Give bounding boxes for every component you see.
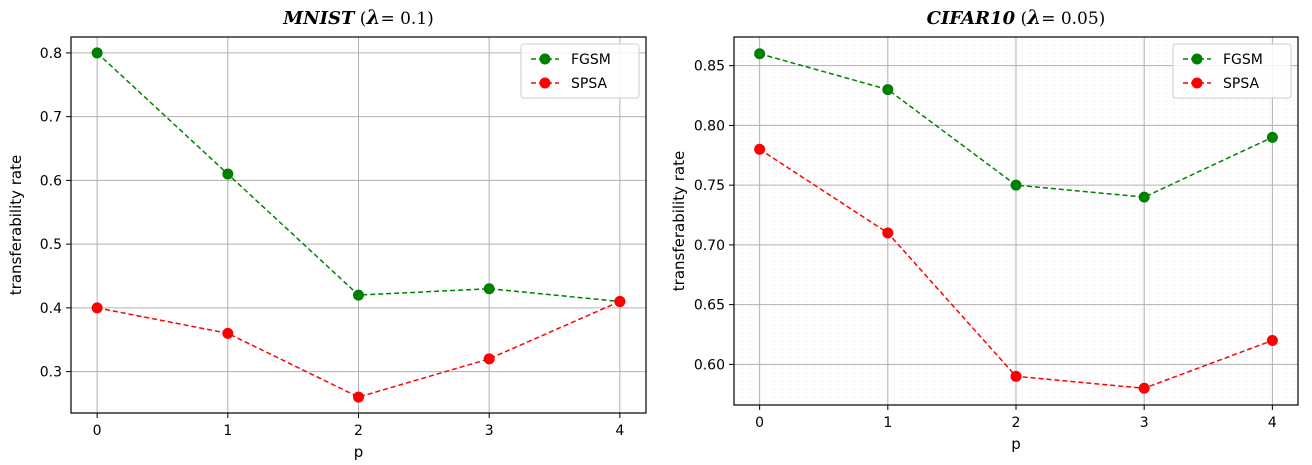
y-axis-label: transferability rate (7, 155, 25, 295)
legend-marker (1191, 77, 1203, 89)
legend: FGSM SPSA (520, 43, 640, 99)
x-tick-label: 4 (1268, 415, 1277, 431)
data-point-spsa (1010, 370, 1022, 382)
y-tick-label: 0.6 (40, 173, 62, 189)
legend-label-spsa: SPSA (571, 76, 607, 92)
x-tick-label: 2 (1012, 415, 1021, 431)
data-point-fgsm (483, 283, 495, 295)
legend-marker (1191, 53, 1203, 65)
y-tick-label: 0.8 (40, 46, 62, 62)
x-axis-label: p (1011, 435, 1021, 453)
y-tick-label: 0.3 (40, 365, 62, 381)
y-tick-label: 0.70 (694, 238, 725, 254)
y-axis-label: transferability rate (670, 151, 688, 291)
legend-label-spsa: SPSA (1223, 76, 1259, 92)
legend-label-fgsm: FGSM (571, 52, 611, 68)
chart-title: MNIST (λ= 0.1) (282, 5, 434, 29)
chart-panel-1: 0 1 2 3 4 0.60 0.65 0.70 0.75 0.80 0.85 p transferab… (670, 5, 1299, 453)
data-point-fgsm (91, 47, 103, 59)
chart-title-name: MNIST (282, 8, 356, 29)
legend-marker (539, 77, 551, 89)
data-point-spsa (882, 227, 894, 239)
x-tick-label: 0 (755, 415, 764, 431)
chart-title-rest: = 0.05) (1041, 9, 1105, 29)
chart-title-name: CIFAR10 (927, 8, 1016, 29)
data-point-fgsm (1266, 131, 1278, 143)
chart-title-lambda: λ (365, 5, 380, 29)
legend-box (1172, 43, 1292, 99)
y-tick-label: 0.80 (694, 118, 725, 134)
series-line-spsa (96, 300, 621, 398)
data-point-spsa (754, 143, 766, 155)
y-tick-label: 0.75 (694, 178, 725, 194)
data-point-spsa (483, 353, 495, 365)
data-point-spsa (91, 302, 103, 314)
legend-box (520, 43, 640, 99)
y-tick-label: 0.60 (694, 357, 725, 373)
legend: FGSM SPSA (1172, 43, 1292, 99)
data-point-spsa (1266, 334, 1278, 346)
x-axis-label: p (354, 443, 364, 461)
y-tick-label: 0.65 (694, 298, 725, 314)
data-point-spsa (222, 327, 234, 339)
data-point-fgsm (1138, 191, 1150, 203)
y-tick-label: 0.7 (40, 110, 62, 126)
legend-marker (539, 53, 551, 65)
chart-title-lambda: λ (1026, 5, 1041, 29)
x-tick-label: 3 (1140, 415, 1149, 431)
chart-panel-0: 0 1 2 3 4 0.3 0.4 0.5 0.6 0.7 0.8 p transferability … (7, 5, 647, 461)
legend-label-fgsm: FGSM (1223, 52, 1263, 68)
data-point-fgsm (353, 289, 364, 301)
chart-title-open: ( (1015, 9, 1027, 29)
series-spsa (91, 295, 626, 403)
data-point-fgsm (882, 84, 894, 96)
data-point-spsa (614, 295, 626, 307)
x-tick-label: 4 (615, 423, 624, 439)
x-tick-label: 1 (223, 423, 232, 439)
y-tick-label: 0.85 (694, 59, 725, 75)
series-fgsm (91, 47, 626, 307)
x-tick-label: 3 (485, 423, 494, 439)
y-tick-label: 0.5 (40, 237, 62, 253)
data-point-fgsm (754, 48, 766, 60)
series-spsa (754, 143, 1278, 394)
data-point-fgsm (1010, 179, 1022, 191)
chart-title-rest: = 0.1) (380, 9, 433, 29)
x-tick-label: 2 (354, 423, 363, 439)
data-point-spsa (353, 391, 364, 403)
data-point-spsa (1138, 382, 1150, 394)
chart-title-open: ( (354, 9, 366, 29)
chart-title: CIFAR10 (λ= 0.05) (927, 5, 1106, 29)
y-tick-label: 0.4 (40, 301, 62, 317)
x-tick-label: 0 (93, 423, 102, 439)
data-point-fgsm (222, 168, 234, 180)
x-tick-label: 1 (883, 415, 892, 431)
series-fgsm (754, 48, 1278, 203)
